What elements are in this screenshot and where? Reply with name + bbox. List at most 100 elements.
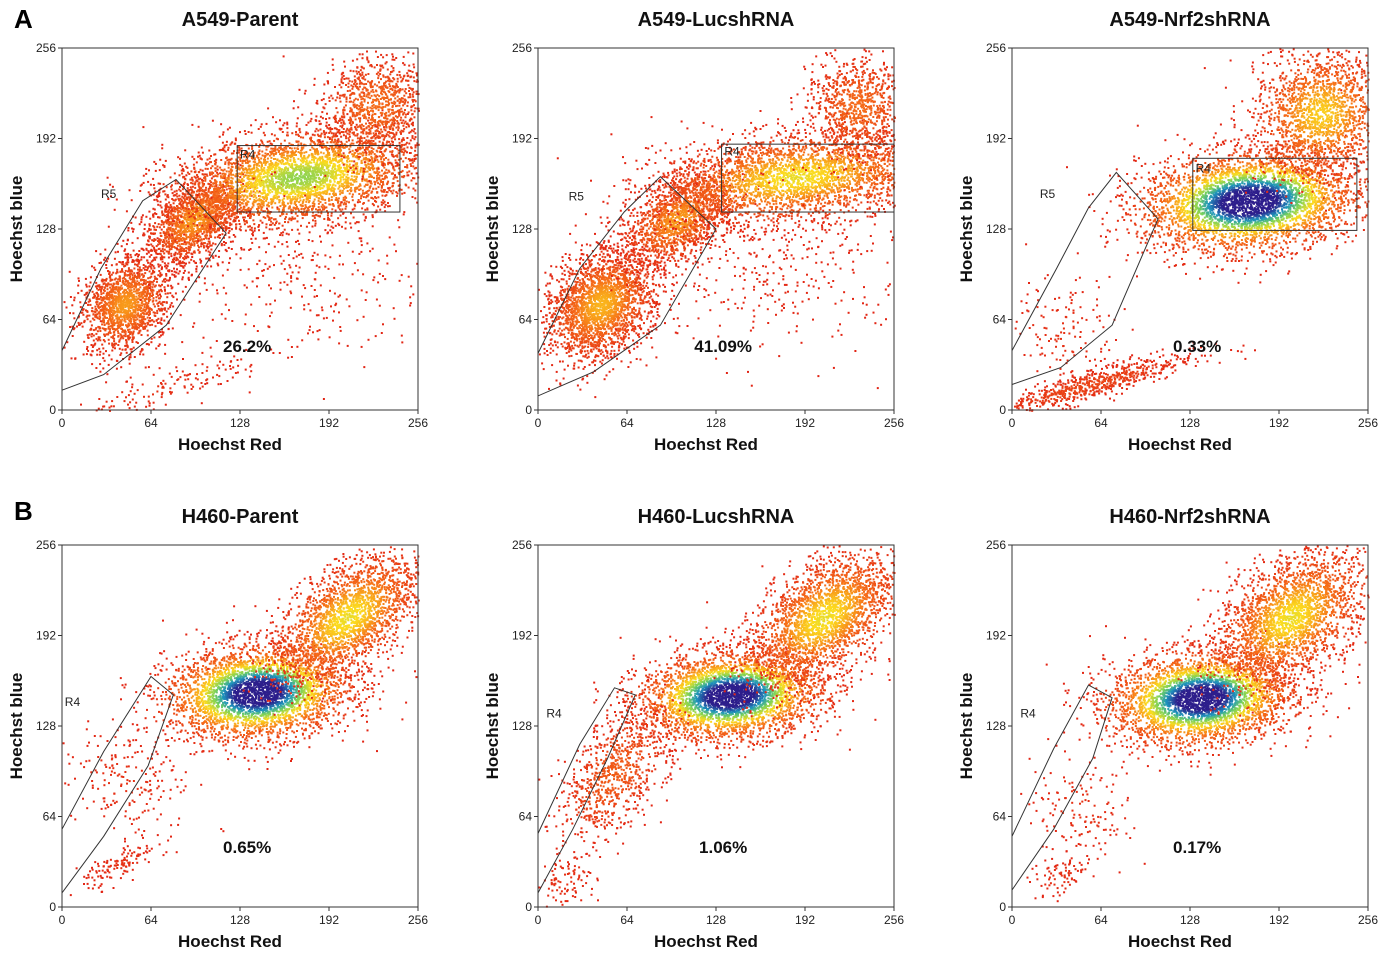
- scatter-point: [124, 315, 126, 317]
- scatter-point: [255, 197, 257, 199]
- scatter-point: [112, 272, 114, 274]
- scatter-point: [318, 142, 320, 144]
- scatter-point: [147, 290, 149, 292]
- scatter-point: [160, 289, 162, 291]
- scatter-point: [279, 119, 281, 121]
- scatter-point: [363, 196, 365, 198]
- scatter-point: [138, 250, 140, 252]
- scatter-point: [213, 202, 215, 204]
- scatter-point: [167, 206, 169, 208]
- scatter-point: [207, 197, 209, 199]
- scatter-point: [201, 210, 203, 212]
- scatter-point: [239, 131, 241, 133]
- scatter-point: [255, 119, 257, 121]
- scatter-point: [114, 347, 116, 349]
- scatter-point: [285, 216, 287, 218]
- scatter-point: [135, 296, 137, 298]
- scatter-point: [220, 159, 222, 161]
- scatter-point: [217, 204, 219, 206]
- scatter-point: [170, 285, 172, 287]
- scatter-point: [129, 277, 131, 279]
- scatter-point: [191, 218, 193, 220]
- scatter-point: [183, 272, 185, 274]
- scatter-point: [72, 312, 74, 314]
- scatter-point: [209, 158, 211, 160]
- scatter-point: [130, 300, 132, 302]
- scatter-point: [72, 335, 74, 337]
- scatter-point: [141, 334, 143, 336]
- scatter-point: [194, 218, 196, 220]
- scatter-point: [91, 307, 93, 309]
- scatter-point: [221, 233, 223, 235]
- scatter-point: [198, 152, 200, 154]
- scatter-point: [332, 184, 334, 186]
- scatter-point: [156, 312, 158, 314]
- scatter-point: [199, 293, 201, 295]
- scatter-point: [142, 318, 144, 320]
- scatter-point: [119, 339, 121, 341]
- scatter-point: [199, 251, 201, 253]
- scatter-point: [147, 262, 149, 264]
- scatter-point: [94, 311, 96, 313]
- scatter-point: [396, 148, 398, 150]
- scatter-point: [167, 231, 169, 233]
- scatter-point: [205, 200, 207, 202]
- scatter-point: [98, 298, 100, 300]
- scatter-point: [256, 156, 258, 158]
- scatter-point: [131, 305, 133, 307]
- scatter-point: [325, 206, 327, 208]
- scatter-point: [124, 318, 126, 320]
- scatter-point: [137, 255, 139, 257]
- scatter-point: [196, 179, 198, 181]
- scatter-point: [155, 296, 157, 298]
- scatter-point: [127, 229, 129, 231]
- scatter-point: [272, 148, 274, 150]
- scatter-point: [219, 222, 221, 224]
- scatter-point: [149, 218, 151, 220]
- scatter-point: [176, 224, 178, 226]
- scatter-point: [163, 320, 165, 322]
- scatter-point: [151, 295, 153, 297]
- scatter-point: [90, 304, 92, 306]
- scatter-point: [111, 274, 113, 276]
- scatter-point: [93, 267, 95, 269]
- scatter-point: [144, 234, 146, 236]
- scatter-point: [110, 325, 112, 327]
- scatter-point: [132, 315, 134, 317]
- scatter-point: [153, 265, 155, 267]
- scatter-point: [157, 263, 159, 265]
- scatter-point: [153, 271, 155, 273]
- scatter-point: [324, 199, 326, 201]
- scatter-point: [214, 194, 216, 196]
- scatter-point: [111, 309, 113, 311]
- scatter-point: [310, 113, 312, 115]
- scatter-point: [190, 226, 192, 228]
- scatter-point: [196, 206, 198, 208]
- scatter-point: [139, 353, 141, 355]
- scatter-point: [185, 238, 187, 240]
- scatter-point: [396, 195, 398, 197]
- scatter-point: [130, 282, 132, 284]
- scatter-point: [162, 248, 164, 250]
- scatter-point: [140, 310, 142, 312]
- scatter-point: [114, 334, 116, 336]
- scatter-point: [112, 287, 114, 289]
- scatter-point: [175, 259, 177, 261]
- scatter-point: [204, 222, 206, 224]
- scatter-point: [178, 263, 180, 265]
- scatter-point: [177, 283, 179, 285]
- scatter-point: [210, 249, 212, 251]
- scatter-point: [159, 331, 161, 333]
- scatter-point: [166, 229, 168, 231]
- scatter-point: [310, 166, 312, 168]
- scatter-point: [64, 301, 66, 303]
- scatter-point: [132, 276, 134, 278]
- scatter-point: [223, 221, 225, 223]
- scatter-point: [126, 352, 128, 354]
- scatter-point: [167, 227, 169, 229]
- scatter-point: [206, 265, 208, 267]
- scatter-point: [164, 249, 166, 251]
- scatter-point: [77, 285, 79, 287]
- scatter-point: [188, 243, 190, 245]
- scatter-point: [105, 279, 107, 281]
